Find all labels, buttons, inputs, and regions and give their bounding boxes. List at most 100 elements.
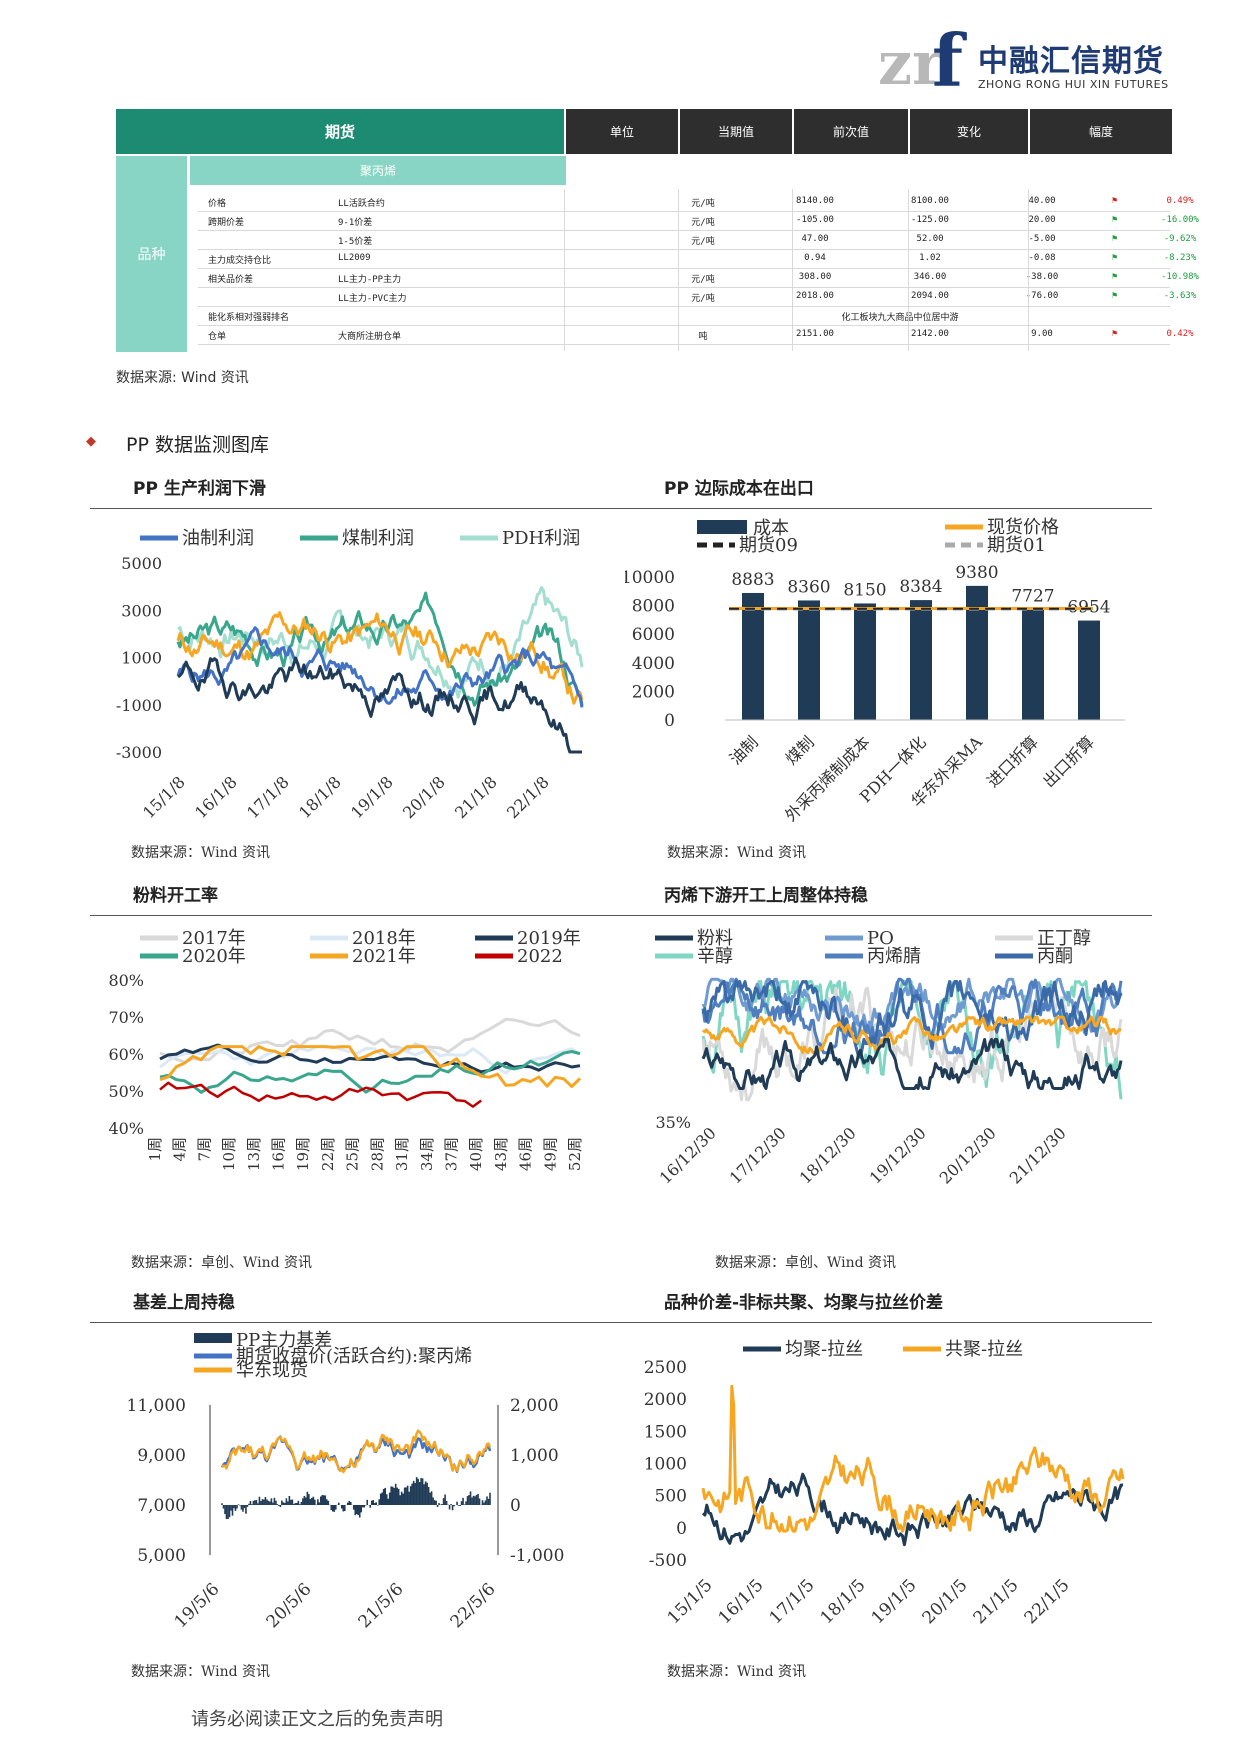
x-tick-label: 1周 [146, 1137, 164, 1162]
cell-unit: 元/吨 [691, 294, 715, 304]
cell-change: -38.00 [1025, 272, 1059, 282]
table-source: 数据来源: Wind 资讯 [116, 370, 249, 386]
bar [910, 600, 932, 720]
cell-name: 能化系相对强弱排名 [208, 313, 290, 323]
x-tick-label: 进口折算 [983, 732, 1042, 791]
header-change: 变化 [908, 109, 1028, 154]
cell-current: 308.00 [798, 272, 832, 282]
bar [798, 600, 820, 720]
cell-contract: LL2009 [338, 253, 371, 263]
legend-item: 正丁醇 [1037, 928, 1091, 949]
y-tick-label: 10000 [625, 568, 675, 588]
legend-item: 2019年 [517, 928, 581, 949]
flag-icon: ⚑ [1112, 253, 1118, 263]
table-row: 相关品价差 LL主力-PP主力 元/吨 308.00 346.00 -38.00 ⚑ -10.… [198, 268, 1199, 288]
sub-header-pp: 聚丙烯 [190, 156, 566, 185]
legend-item: 成本 [753, 518, 789, 539]
cell-previous: 2142.00 [911, 329, 949, 339]
section-bullet-icon: ◆ [86, 434, 96, 449]
legend-item: 丙酮 [1037, 946, 1073, 967]
cell-current: 47.00 [801, 234, 829, 244]
source-basis: 数据来源：Wind 资讯 [131, 1664, 271, 1680]
bar [854, 603, 876, 720]
cell-unit: 元/吨 [691, 275, 715, 285]
table-column-divider [564, 189, 565, 351]
x-tick-label: 17/12/30 [726, 1123, 790, 1187]
x-tick-label: 43周 [492, 1137, 510, 1171]
series-line [701, 1038, 1123, 1090]
x-tick-label: 40周 [467, 1137, 485, 1171]
x-tick-label: 37周 [442, 1137, 460, 1171]
y-tick-label: 5,000 [137, 1546, 186, 1566]
cell-name: 相关品价差 [208, 275, 254, 285]
cell-change: -76.00 [1025, 291, 1059, 301]
legend-item: PP主力基差 [236, 1330, 332, 1351]
table-row: 能化系相对强弱排名 化工板块九大商品中位居中游 [198, 306, 1170, 326]
cell-previous: 8100.00 [911, 196, 949, 206]
flag-icon: ⚑ [1112, 196, 1118, 206]
data-label: 8150 [843, 580, 886, 600]
table-row: 跨期价差 9-1价差 元/吨 -105.00 -125.00 20.00 ⚑ -16.00% [198, 211, 1199, 231]
cell-change: -5.00 [1028, 234, 1056, 244]
logo-text-en: ZHONG RONG HUI XIN FUTURES [978, 78, 1169, 91]
bar [742, 592, 764, 720]
cell-previous: 346.00 [913, 272, 947, 282]
x-tick-label: 49周 [541, 1137, 559, 1171]
y-tick-label: 500 [655, 1487, 687, 1507]
y-tick-label: 0 [510, 1496, 521, 1516]
cell-previous: -125.00 [911, 215, 949, 225]
flag-icon: ⚑ [1112, 215, 1118, 225]
svg-text:zr: zr [878, 29, 945, 92]
x-tick-label: 21/1/5 [970, 1575, 1023, 1628]
table-column-divider [792, 189, 793, 351]
series-line [159, 1081, 482, 1108]
svg-text:f: f [932, 26, 967, 92]
cell-current: 2018.00 [796, 291, 834, 301]
chart-title-profit: PP 生产利润下滑 [133, 479, 266, 499]
cell-current: 8140.00 [796, 196, 834, 206]
y-tick-label: 7,000 [137, 1496, 186, 1516]
x-tick-label: 4周 [171, 1137, 189, 1162]
legend-item: 煤制利润 [342, 528, 414, 549]
cell-current: -105.00 [796, 215, 834, 225]
disclaimer-note: 请务必阅读正文之后的免责声明 [191, 1709, 443, 1730]
legend-item: 共聚-拉丝 [945, 1339, 1023, 1360]
chart-title-powder: 粉料开工率 [133, 886, 218, 906]
x-tick-label: 19周 [294, 1137, 312, 1171]
x-tick-label: 15/1/5 [664, 1575, 717, 1628]
y-tick-label: 1,000 [510, 1446, 559, 1466]
y-tick-label: 3000 [121, 601, 162, 620]
flag-icon: ⚑ [1112, 272, 1118, 282]
divider [90, 508, 1152, 509]
x-tick-label: 7周 [195, 1137, 213, 1162]
y-tick-label: 2000 [644, 1390, 687, 1410]
y-tick-label: 6000 [632, 625, 675, 645]
cell-name: 跨期价差 [208, 218, 245, 228]
legend-item: 期货01 [987, 535, 1046, 556]
legend-item: 2021年 [352, 946, 416, 967]
source-profit: 数据来源：Wind 资讯 [131, 845, 271, 861]
data-label: 9380 [955, 563, 998, 583]
x-tick-label: 18/12/30 [796, 1123, 860, 1187]
logo-text-cn: 中融汇信期货 [978, 44, 1164, 79]
y-tick-label: 70% [108, 1008, 144, 1027]
header-current: 当期值 [678, 109, 792, 154]
cell-pct: -9.62% [1163, 234, 1197, 244]
y-tick-label: 60% [108, 1045, 144, 1064]
legend-item: 油制利润 [182, 528, 254, 549]
x-tick-label: 22/5/6 [447, 1579, 500, 1632]
series-line [159, 1045, 581, 1075]
table-column-divider [908, 189, 909, 351]
x-tick-label: 31周 [393, 1137, 411, 1171]
x-tick-label: 17/1/8 [243, 772, 293, 822]
chart-spread: 均聚-拉丝 共聚-拉丝 2500 2000 1500 1000 500 0 -500 15/1/5… [644, 1339, 1125, 1628]
y-tick-label: 35% [655, 1113, 691, 1132]
flag-icon: ⚑ [1112, 329, 1118, 339]
source-powder: 数据来源：卓创、Wind 资讯 [131, 1255, 313, 1271]
source-downstream: 数据来源：卓创、Wind 资讯 [715, 1255, 897, 1271]
bar [966, 585, 988, 720]
table-row: 仓单 大商所注册仓单 吨 2151.00 2142.00 9.00 ⚑ 0.42% [198, 325, 1194, 345]
series-line [176, 591, 584, 707]
data-label: 8360 [787, 577, 830, 597]
x-tick-label: 21/5/6 [355, 1579, 408, 1632]
